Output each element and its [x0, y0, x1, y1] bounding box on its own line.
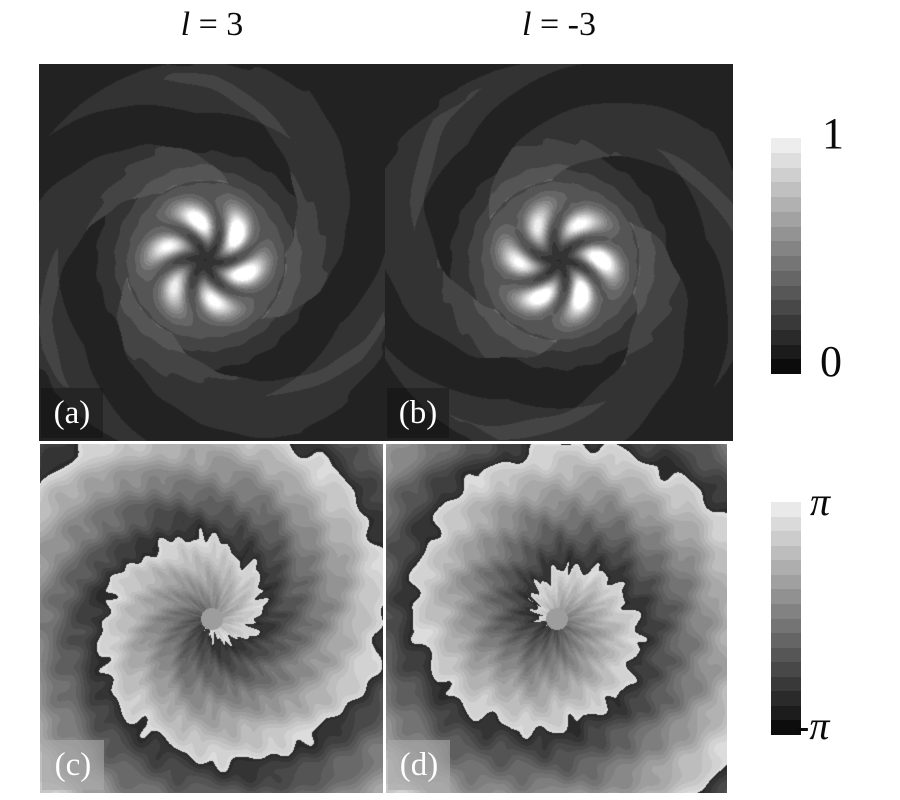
- l-value: = -3: [531, 6, 596, 43]
- colorbar-phase-top-tick: π: [810, 479, 831, 524]
- l-symbol: l: [180, 6, 191, 43]
- panel-c-phase-l3: (c): [40, 444, 383, 793]
- colorbar-step: [771, 705, 801, 721]
- colorbar-step: [771, 589, 801, 604]
- colorbar-step: [771, 197, 801, 212]
- panel-label-b: (b): [387, 388, 449, 438]
- colorbar-intensity-top-tick: 1: [822, 109, 844, 158]
- colorbar-intensity: [771, 138, 801, 374]
- colorbar-step: [771, 603, 801, 619]
- colorbar-step: [771, 315, 801, 330]
- colorbar-step: [771, 226, 801, 242]
- l-value: = 3: [190, 6, 244, 43]
- colorbar-step: [771, 574, 801, 590]
- colorbar-step: [771, 516, 801, 532]
- panel-c-canvas: [40, 444, 383, 793]
- panel-d-canvas: [386, 444, 727, 793]
- colorbar-step: [771, 270, 801, 286]
- colorbar-step: [771, 211, 801, 227]
- colorbar-step: [771, 138, 801, 153]
- colorbar-step: [771, 241, 801, 256]
- colorbar-step: [771, 300, 801, 315]
- panel-a-canvas: [39, 64, 385, 441]
- column-title-l3: l = 3: [39, 2, 385, 48]
- colorbar-step: [771, 633, 801, 648]
- colorbar-step: [771, 647, 801, 663]
- colorbar-step: [771, 152, 801, 168]
- colorbar-step: [771, 560, 801, 575]
- panel-b-canvas: [385, 64, 733, 441]
- colorbar-step: [771, 720, 801, 735]
- l-symbol: l: [522, 6, 532, 43]
- colorbar-step: [771, 182, 801, 197]
- panel-b-intensity-l-minus3: (b): [385, 64, 733, 441]
- colorbar-step: [771, 285, 801, 301]
- colorbar-step: [771, 676, 801, 692]
- colorbar-step: [771, 344, 801, 360]
- colorbar-step: [771, 662, 801, 677]
- colorbar-phase-bottom-tick: -π: [796, 703, 830, 748]
- colorbar-step: [771, 329, 801, 345]
- colorbar-step: [771, 359, 801, 374]
- panel-a-intensity-l3: (a): [39, 64, 385, 441]
- colorbar-step: [771, 545, 801, 561]
- colorbar-intensity-bottom-tick: 0: [820, 337, 842, 386]
- panel-label-a: (a): [41, 388, 103, 438]
- colorbar-step: [771, 256, 801, 271]
- colorbar-step: [771, 502, 801, 517]
- colorbar-step: [771, 691, 801, 706]
- panel-label-c: (c): [42, 740, 104, 790]
- column-title-l-minus3: l = -3: [385, 2, 733, 48]
- colorbar-step: [771, 618, 801, 634]
- panel-d-phase-l-minus3: (d): [386, 444, 727, 793]
- colorbar-step: [771, 531, 801, 546]
- colorbar-phase: [771, 502, 801, 735]
- colorbar-step: [771, 167, 801, 183]
- panel-label-d: (d): [388, 740, 450, 790]
